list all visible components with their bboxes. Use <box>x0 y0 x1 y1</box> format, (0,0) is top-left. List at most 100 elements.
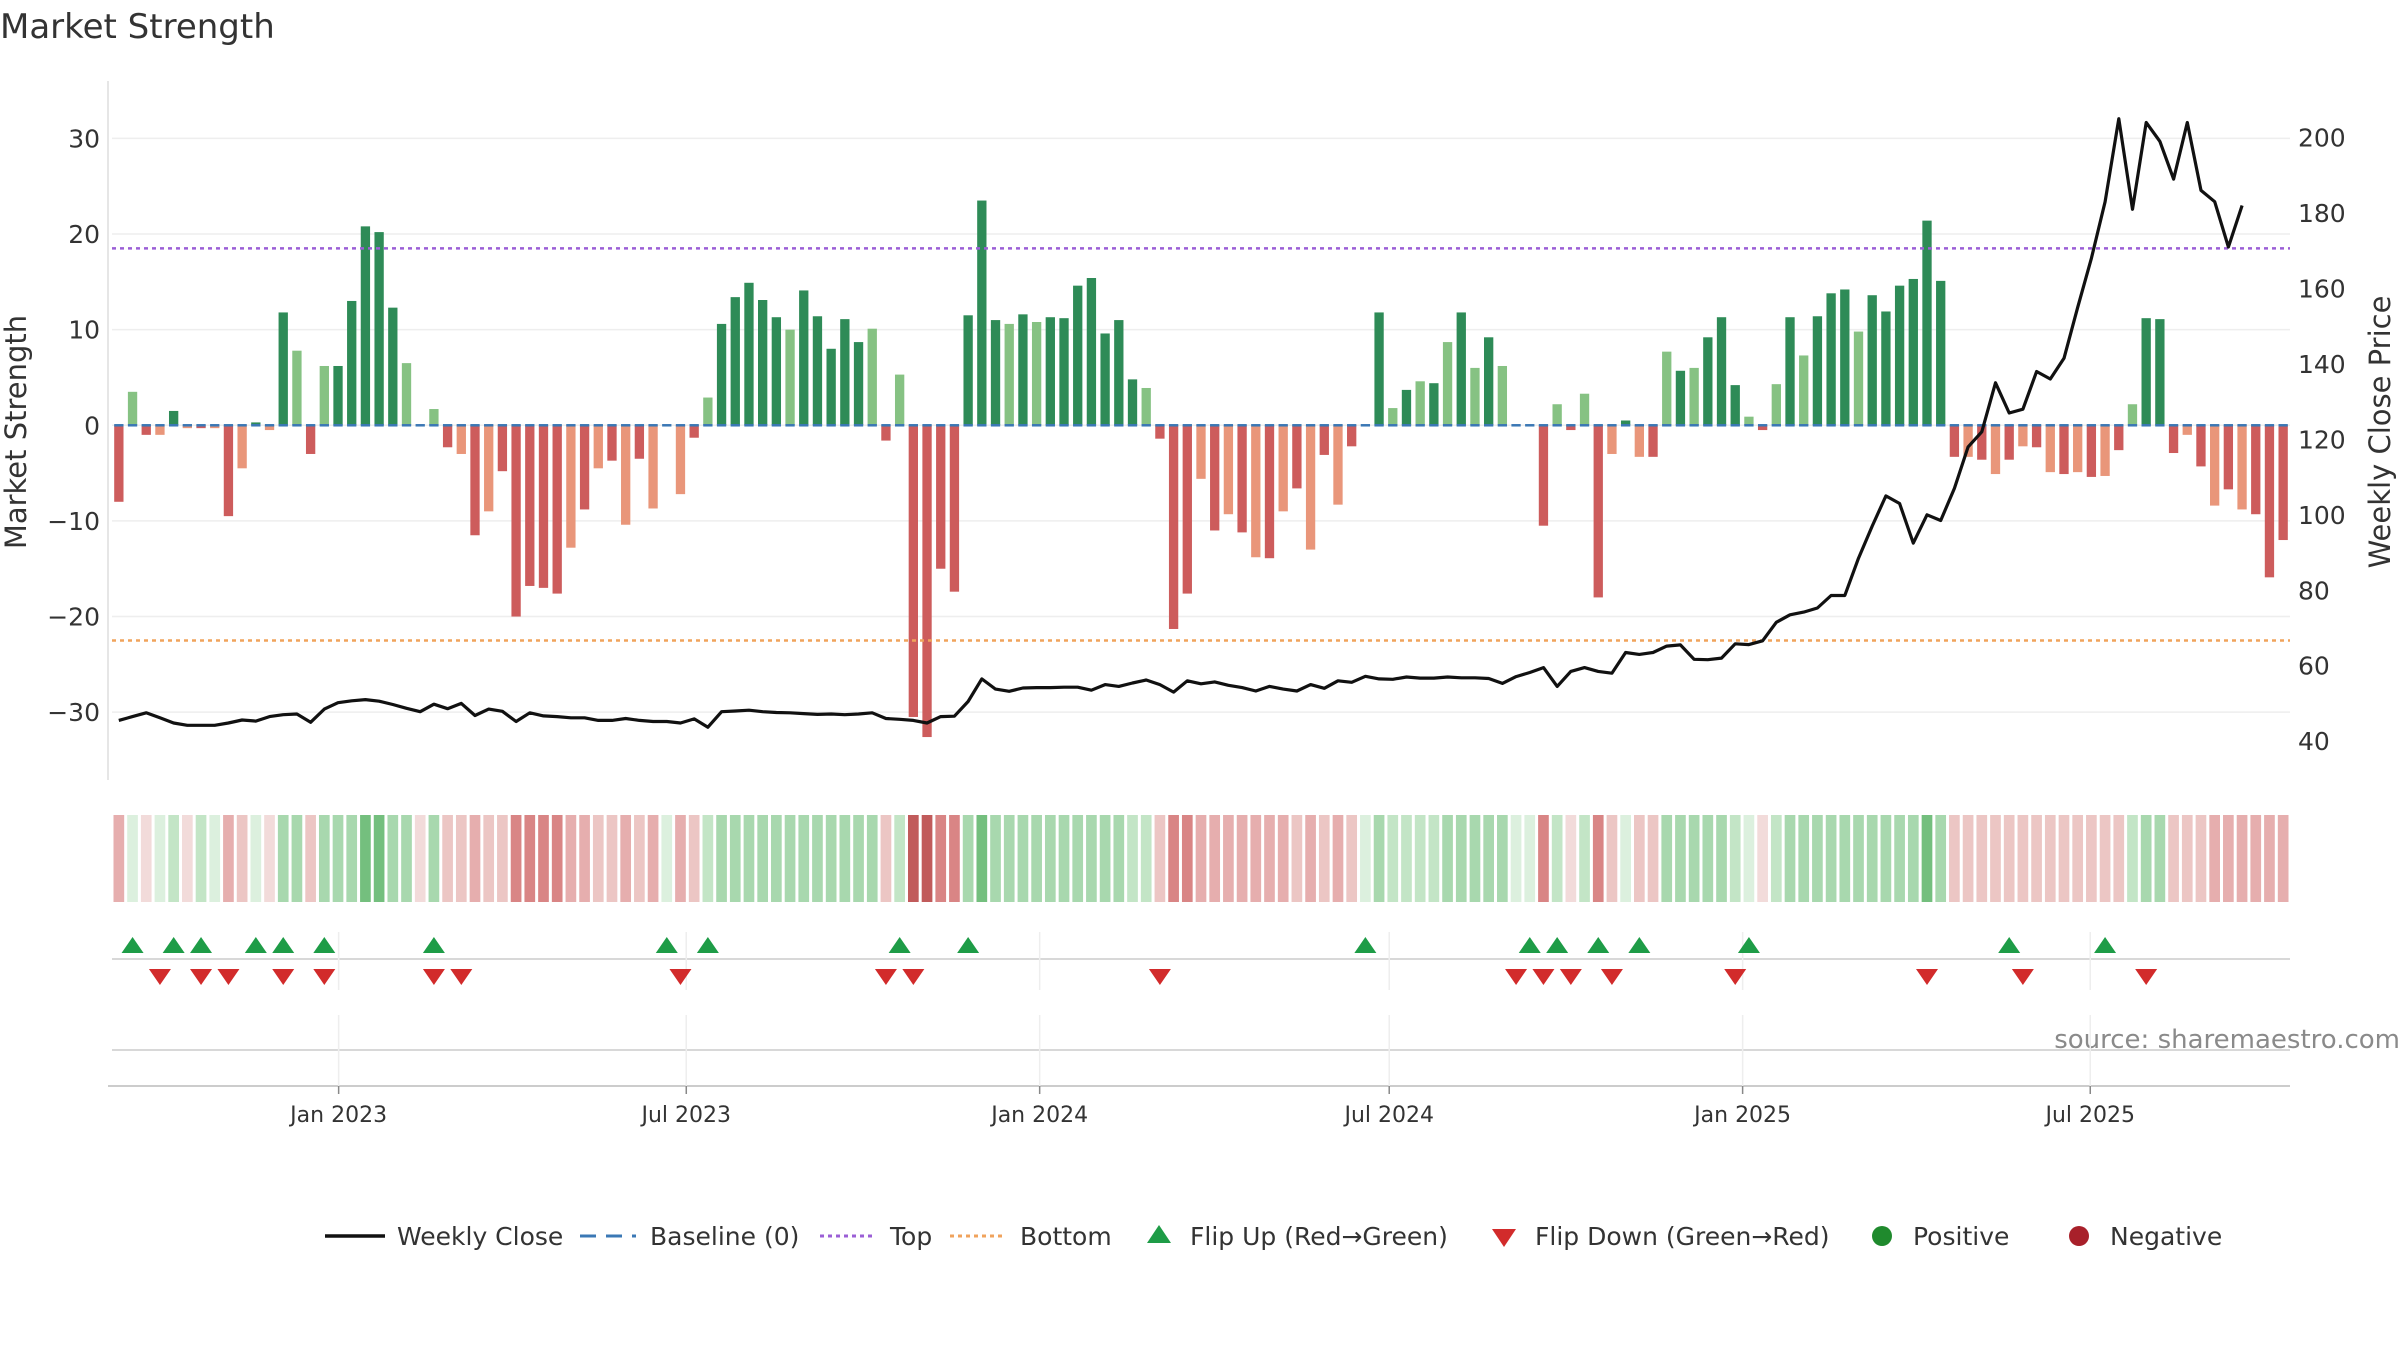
strength-bar <box>648 425 658 509</box>
strip-cell <box>2250 815 2262 902</box>
flip-up-marker <box>1737 937 1760 953</box>
strip-cell <box>414 815 426 902</box>
strip-cell <box>1305 815 1316 902</box>
strength-bar <box>292 350 302 426</box>
flip-up-marker <box>1354 937 1377 953</box>
strength-bar <box>2278 425 2288 541</box>
strength-bar <box>1826 293 1836 426</box>
strength-bar <box>223 425 234 517</box>
strength-bar <box>360 226 371 426</box>
flip-down-marker <box>2011 969 2034 985</box>
strength-bar <box>1456 312 1466 426</box>
strength-bar <box>1059 318 1069 426</box>
strength-bar <box>278 312 288 426</box>
strength-bar <box>936 425 946 569</box>
legend-circle-swatch <box>2069 1226 2089 1246</box>
strength-bar <box>1840 289 1850 426</box>
strength-bar <box>634 425 645 459</box>
strength-heat-strip <box>113 815 2289 902</box>
strength-bar <box>168 410 179 426</box>
strength-bar <box>1703 337 1713 426</box>
strip-cell <box>1442 815 1453 902</box>
strip-cell <box>1812 815 1823 902</box>
strength-bar <box>1086 278 1097 426</box>
flip-up-marker <box>1587 937 1610 953</box>
strip-cell <box>1223 815 1234 902</box>
strength-bar <box>853 342 864 426</box>
strength-bar <box>538 425 549 588</box>
legend-label: Bottom <box>1020 1222 1112 1251</box>
strength-bar <box>1223 425 1234 515</box>
legend-label: Top <box>889 1222 932 1251</box>
strip-cell <box>1455 815 1467 902</box>
strength-bar <box>1566 425 1576 431</box>
flip-down-marker <box>313 969 336 985</box>
x-axis: Jan 2023 Jul 2023 Jan 2024 Jul 2024 Jan 2025… <box>108 1015 2290 1128</box>
strip-cell <box>127 815 138 902</box>
flip-up-marker <box>422 937 445 953</box>
strength-bar <box>1182 425 1192 594</box>
strip-cell <box>373 815 385 902</box>
strength-bar <box>716 323 727 426</box>
flip-down-marker <box>874 969 897 985</box>
x-tick-label: Jul 2023 <box>640 1103 732 1128</box>
strength-bar <box>990 320 1001 426</box>
strip-cell <box>1770 815 1782 902</box>
strength-bar <box>1429 383 1439 426</box>
strength-bar <box>1894 285 1905 426</box>
strength-bar <box>1073 285 1083 426</box>
flip-down-marker <box>1148 969 1171 985</box>
flip-down-marker <box>1532 969 1555 985</box>
strength-bar <box>1620 420 1631 426</box>
strength-bar <box>1045 317 1055 426</box>
y-tick-label: 30 <box>68 124 100 153</box>
strip-cell <box>1401 815 1412 902</box>
strip-cell <box>551 815 563 902</box>
strength-bar <box>2045 425 2055 473</box>
legend-label: Positive <box>1913 1222 2009 1251</box>
strength-bar <box>1497 365 1508 426</box>
strength-bar <box>867 328 877 426</box>
weekly-close-line <box>118 117 2244 729</box>
strip-cell <box>483 815 495 902</box>
strength-bar <box>1730 385 1740 426</box>
strip-cell <box>1428 815 1440 902</box>
strength-bar <box>333 365 343 426</box>
strength-bar <box>251 422 261 426</box>
strip-cell <box>195 815 207 902</box>
strip-cell <box>771 815 782 902</box>
strip-cell <box>935 815 947 902</box>
strip-cell <box>2181 815 2193 902</box>
strip-cell <box>1866 815 1878 902</box>
strip-cell <box>2017 815 2029 902</box>
strip-cell <box>387 815 399 902</box>
strip-cell <box>140 815 152 902</box>
flip-up-marker <box>190 937 213 953</box>
strip-cell <box>1072 815 1084 902</box>
flip-up-marker <box>696 937 719 953</box>
strip-cell <box>1250 815 1262 902</box>
strip-cell <box>1565 815 1577 902</box>
strength-bar <box>2251 425 2261 515</box>
strip-cell <box>1373 815 1385 902</box>
strength-bar <box>621 425 631 525</box>
strip-cell <box>1661 815 1673 902</box>
strip-cell <box>579 815 590 902</box>
strength-bar <box>2127 404 2138 426</box>
x-tick-label: Jul 2025 <box>2043 1103 2135 1128</box>
strip-cell <box>688 815 700 902</box>
strength-bar <box>1278 425 1288 512</box>
flip-down-marker <box>2135 969 2158 985</box>
flip-markers <box>112 932 2290 990</box>
strength-bar <box>114 425 124 502</box>
strip-cell <box>743 815 755 902</box>
strip-cell <box>1414 815 1426 902</box>
y-tick-label: −30 <box>47 698 100 727</box>
strip-cell <box>1853 815 1864 902</box>
strip-cell <box>1044 815 1056 902</box>
strip-cell <box>1538 815 1549 902</box>
strip-cell <box>634 815 645 902</box>
flip-down-marker <box>190 969 213 985</box>
strip-cell <box>1894 815 1905 902</box>
strip-cell <box>154 815 166 902</box>
